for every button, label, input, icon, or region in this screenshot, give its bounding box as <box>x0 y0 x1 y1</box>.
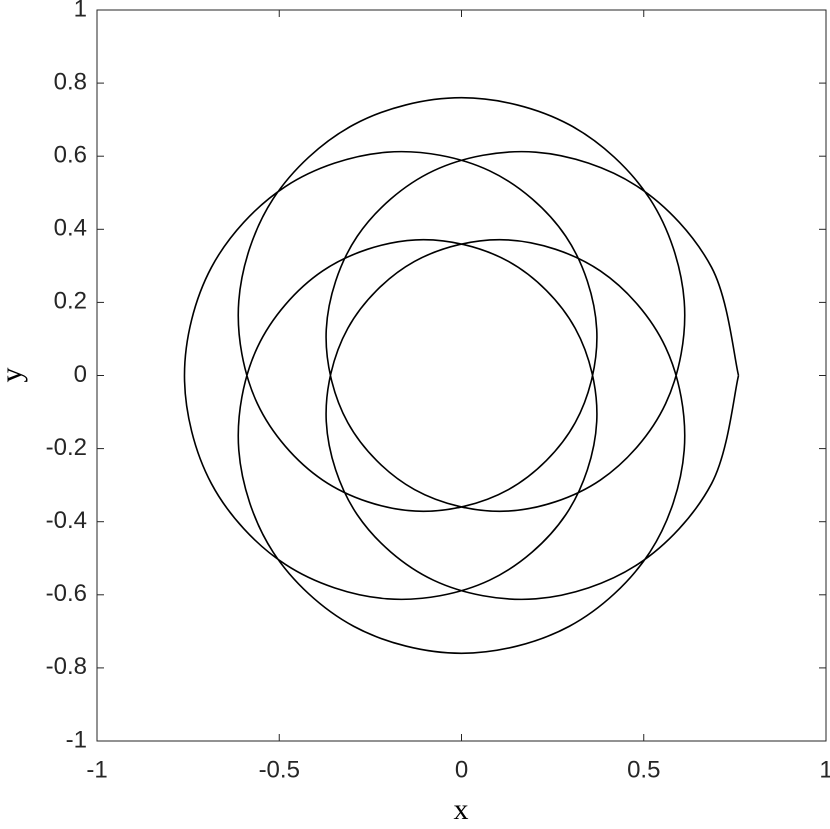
y-tick-label: 1 <box>74 0 87 22</box>
y-tick-label: 0 <box>74 361 87 388</box>
y-tick-label: 0.8 <box>54 68 87 95</box>
trajectory-line <box>183 96 740 655</box>
x-axis-label: x <box>454 793 469 826</box>
y-tick-label: -0.2 <box>46 434 87 461</box>
y-axis-label: y <box>0 368 28 383</box>
y-tick-label: -0.6 <box>46 580 87 607</box>
plot-frame <box>96 9 827 742</box>
y-tick-label: 0.4 <box>54 215 87 242</box>
x-tick-label: 0 <box>455 756 468 783</box>
x-tick-label: -0.5 <box>259 756 300 783</box>
y-tick-label: 0.6 <box>54 142 87 169</box>
x-tick-label: 1 <box>819 756 830 783</box>
x-tick-label: -1 <box>86 756 107 783</box>
x-tick-label: 0.5 <box>627 756 660 783</box>
y-tick-label: -1 <box>66 726 87 753</box>
y-tick-label: -0.8 <box>46 653 87 680</box>
y-tick-label: -0.4 <box>46 507 87 534</box>
y-tick-label: 0.2 <box>54 288 87 315</box>
